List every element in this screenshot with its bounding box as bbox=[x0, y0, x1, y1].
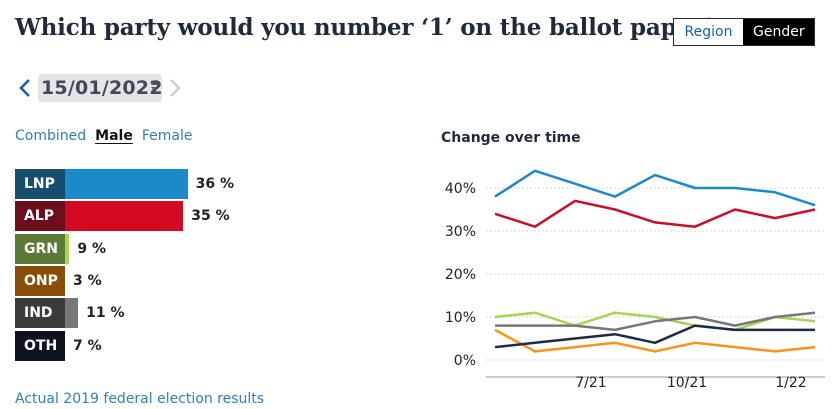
party-label: GRN bbox=[15, 233, 65, 264]
y-tick-label: 40% bbox=[445, 181, 476, 197]
date-spinner[interactable] bbox=[151, 80, 159, 92]
x-tick-label: 1/22 bbox=[775, 375, 806, 390]
party-label: OTH bbox=[15, 330, 65, 361]
region-toggle-button[interactable]: Region bbox=[674, 19, 743, 45]
x-tick-label: 10/21 bbox=[667, 375, 707, 390]
party-label: ONP bbox=[15, 265, 65, 296]
series-line-ind bbox=[495, 311, 816, 332]
party-bar bbox=[65, 298, 79, 329]
party-bar bbox=[65, 201, 184, 232]
series-line-onp bbox=[494, 328, 816, 353]
party-label: ALP bbox=[15, 201, 65, 232]
date-input[interactable]: 15/01/2022 bbox=[38, 74, 162, 102]
line-chart-title: Change over time bbox=[441, 130, 581, 146]
party-value: 7 % bbox=[73, 337, 102, 354]
party-bar bbox=[65, 233, 70, 264]
y-tick-label: 20% bbox=[445, 267, 476, 283]
series-line-lnp bbox=[494, 169, 816, 207]
party-value: 3 % bbox=[73, 272, 102, 289]
tab-female[interactable]: Female bbox=[141, 128, 193, 144]
party-value: 11 % bbox=[86, 305, 125, 322]
party-bar-row: ALP 35 % bbox=[15, 201, 230, 232]
series-line-alp bbox=[494, 199, 816, 228]
series-line-grn bbox=[494, 311, 816, 332]
party-label: LNP bbox=[15, 169, 65, 199]
y-tick-label: 10% bbox=[445, 310, 476, 326]
next-date-button[interactable] bbox=[164, 73, 186, 103]
chevron-right-icon bbox=[170, 79, 181, 97]
party-bar bbox=[65, 169, 188, 199]
election-results-link[interactable]: Actual 2019 federal election results bbox=[15, 391, 265, 407]
party-bar-row: LNP 36 % bbox=[15, 169, 234, 199]
party-value: 9 % bbox=[77, 240, 107, 257]
region-gender-toggle: Region Gender bbox=[673, 18, 815, 46]
party-label: IND bbox=[15, 298, 65, 329]
party-bar-row: OTH 7 % bbox=[15, 330, 102, 361]
series-line-oth bbox=[494, 324, 815, 349]
tab-combined[interactable]: Combined bbox=[15, 128, 87, 144]
party-bar-row: GRN 9 % bbox=[15, 233, 107, 264]
party-bar-row: ONP 3 % bbox=[15, 265, 102, 296]
party-value: 35 % bbox=[191, 208, 230, 225]
party-bar-row: IND 11 % bbox=[15, 298, 125, 329]
gender-toggle-button[interactable]: Gender bbox=[743, 19, 814, 45]
page-title: Which party would you number ‘1’ on the … bbox=[15, 14, 717, 41]
change-over-time-chart: 0% 10% 20% 30% 40% 7/21 10/21 1/22 bbox=[445, 169, 825, 390]
spin-up-icon[interactable] bbox=[151, 80, 159, 85]
previous-date-button[interactable] bbox=[14, 73, 36, 103]
date-value: 15/01/2022 bbox=[41, 77, 163, 99]
y-tick-label: 30% bbox=[445, 224, 476, 240]
x-tick-label: 7/21 bbox=[575, 375, 606, 390]
gender-filter-tabs: Combined Male Female bbox=[15, 128, 192, 144]
y-tick-label: 0% bbox=[454, 353, 476, 369]
spin-down-icon[interactable] bbox=[151, 87, 159, 92]
chevron-left-icon bbox=[19, 79, 30, 97]
tab-male[interactable]: Male bbox=[95, 128, 133, 144]
party-value: 36 % bbox=[195, 176, 235, 192]
date-navigator: 15/01/2022 bbox=[14, 72, 186, 104]
